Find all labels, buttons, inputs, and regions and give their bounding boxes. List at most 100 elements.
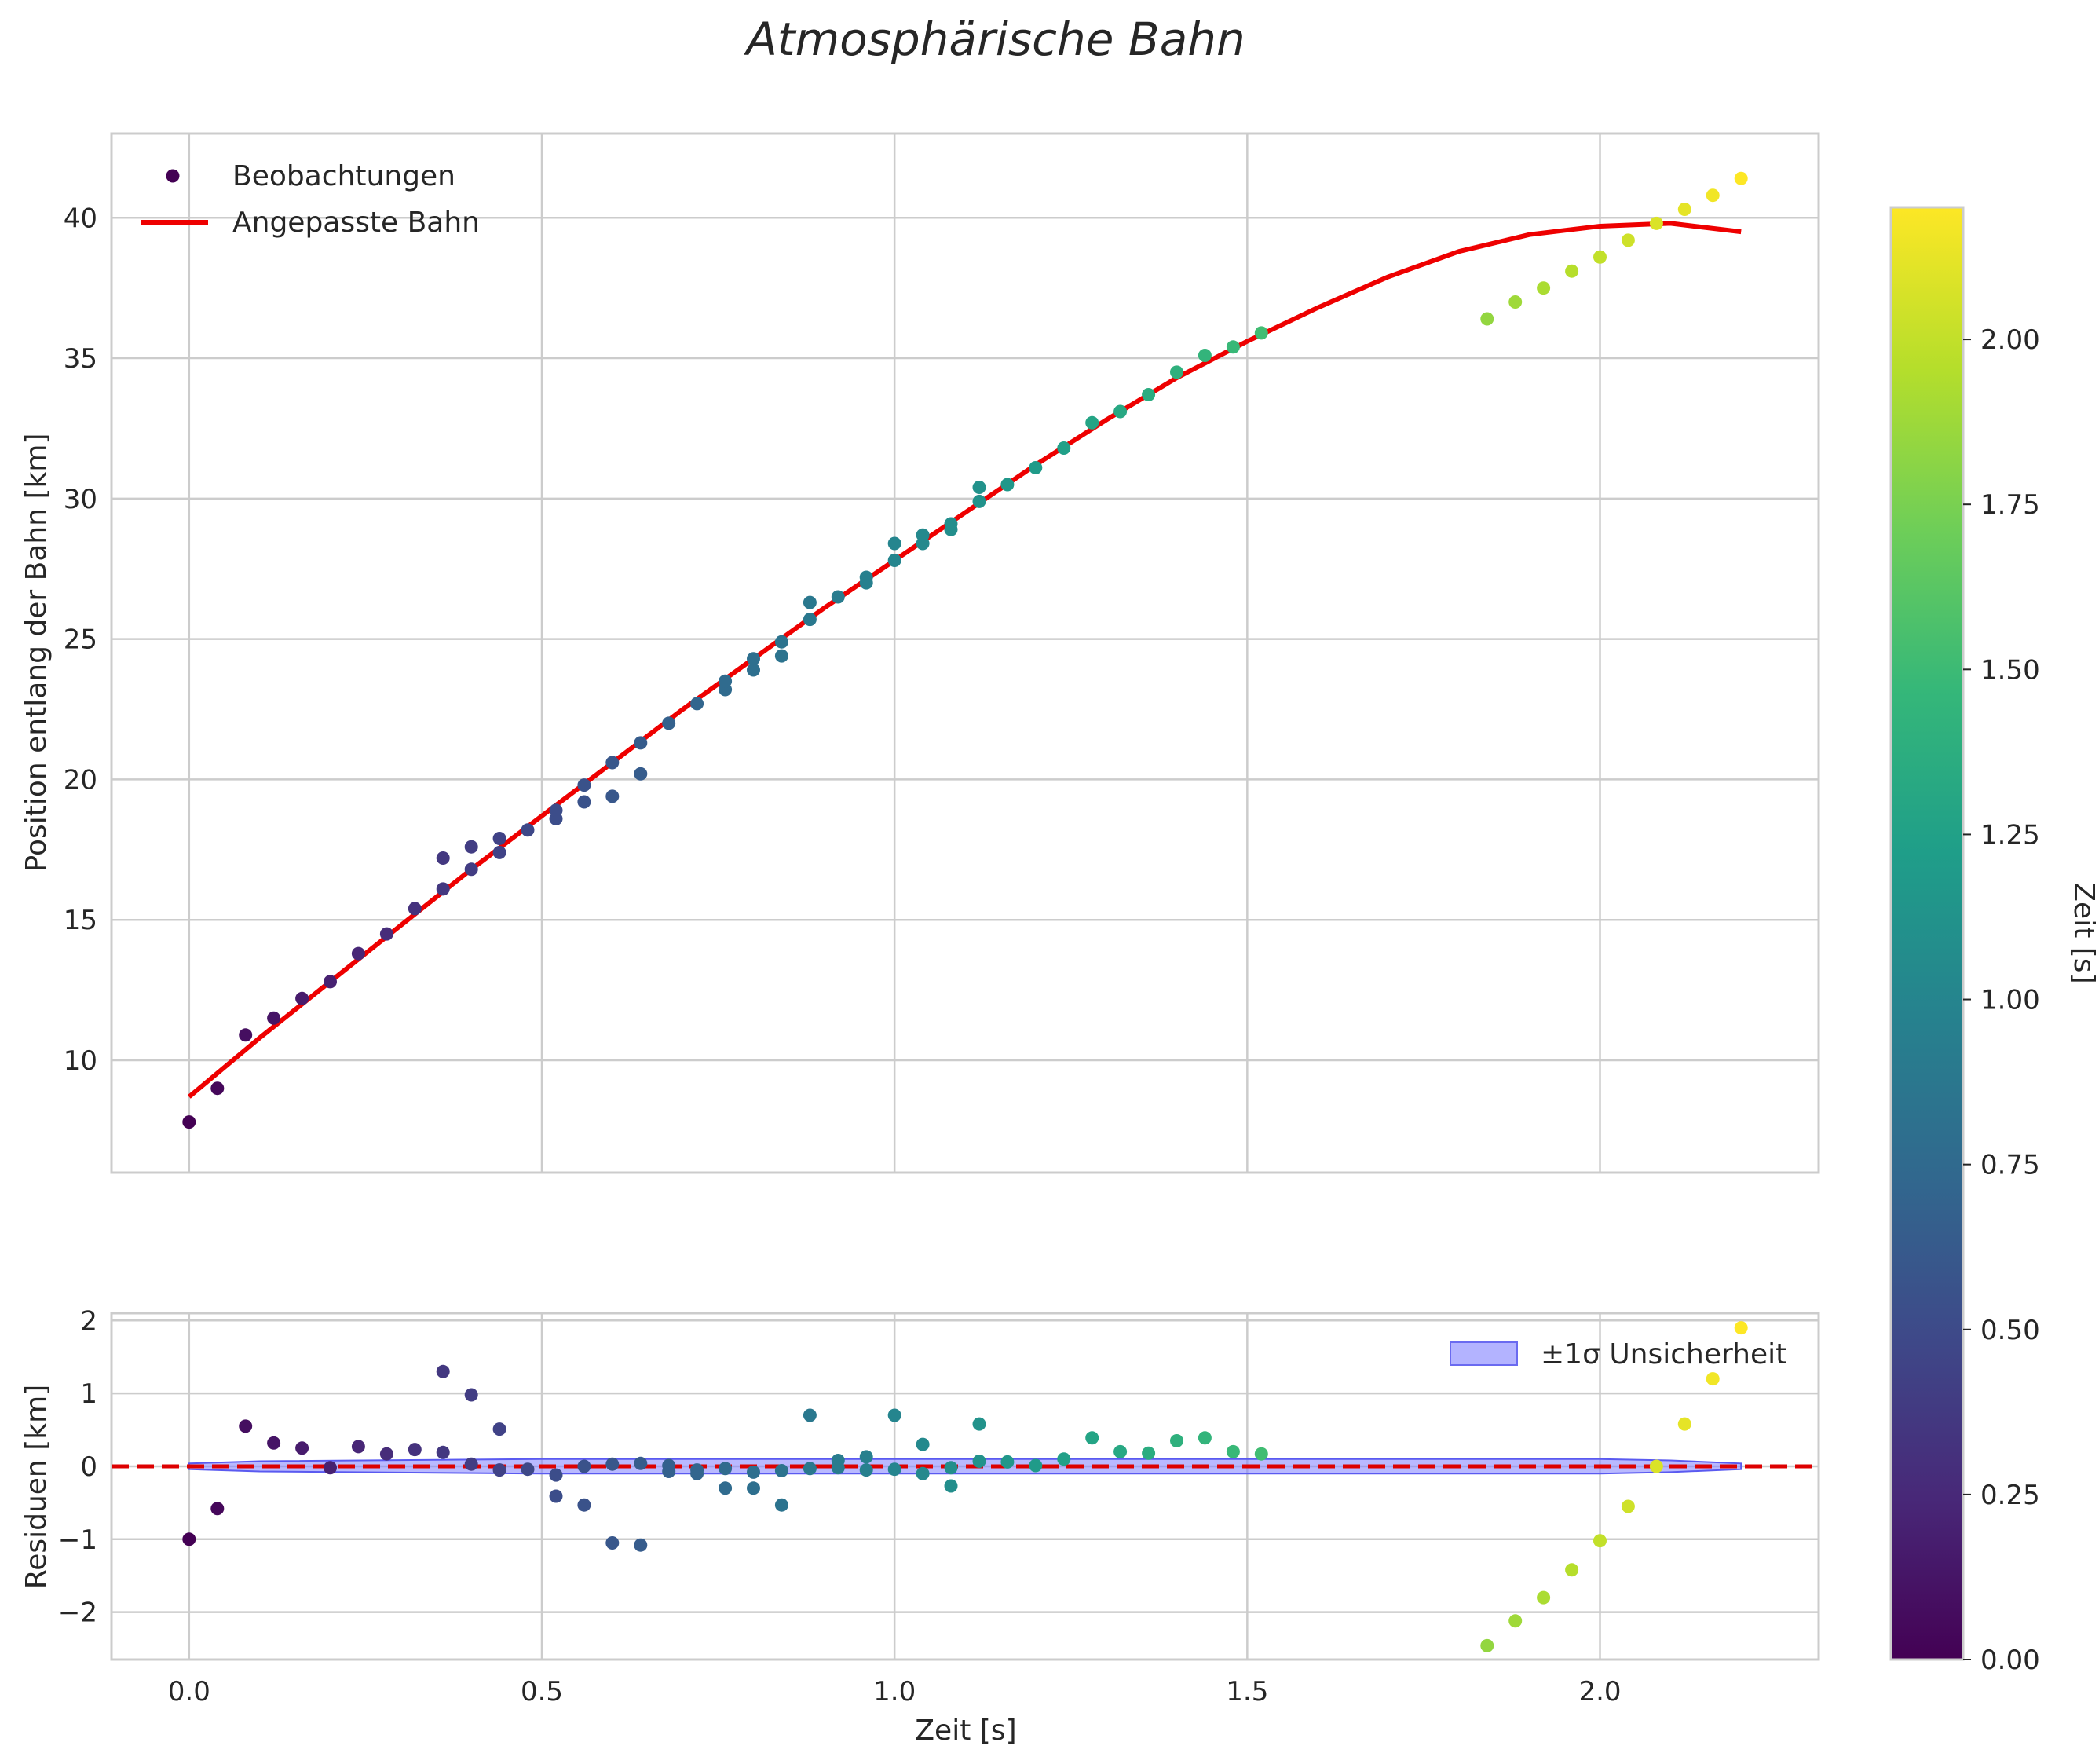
observation-point	[887, 536, 901, 551]
observation-point	[605, 756, 620, 770]
observation-point	[859, 570, 873, 584]
residual-point	[1649, 1459, 1663, 1473]
residual-point	[324, 1461, 337, 1475]
top-y-tick-label: 40	[64, 203, 97, 234]
observation-point	[887, 554, 901, 567]
residual-point	[916, 1437, 930, 1451]
residual-point	[1593, 1534, 1607, 1548]
residual-point	[774, 1498, 788, 1512]
observation-point	[1254, 326, 1268, 340]
colorbar-tick-label: 0.50	[1980, 1315, 2040, 1346]
observation-point	[747, 652, 760, 666]
residual-point	[1142, 1446, 1156, 1460]
residual-point	[605, 1536, 620, 1550]
observation-point	[719, 674, 733, 688]
observation-point	[436, 882, 450, 896]
residual-point	[408, 1443, 422, 1457]
bottom-legend: ±1σ Unsicherheit	[1450, 1338, 1786, 1371]
observation-point	[1621, 233, 1635, 247]
chart-title: Atmosphärische Bahn	[743, 13, 1245, 66]
residual-point	[1706, 1372, 1720, 1386]
colorbar-tick-label: 1.50	[1980, 654, 2040, 686]
x-axis-label: Zeit [s]	[915, 1715, 1016, 1747]
residual-point	[351, 1440, 365, 1454]
residual-point	[436, 1364, 450, 1378]
top-plot-frame	[110, 132, 1820, 1174]
observation-point	[1000, 478, 1015, 492]
observation-point	[1649, 216, 1663, 230]
observation-point	[1113, 404, 1128, 419]
residual-point	[210, 1502, 225, 1516]
residual-point	[577, 1498, 591, 1512]
residual-point	[887, 1462, 901, 1477]
residual-point	[492, 1422, 506, 1436]
observation-point	[803, 613, 817, 627]
observation-point	[747, 663, 760, 677]
observation-point	[351, 946, 365, 961]
fit-curve-line	[187, 221, 1742, 1099]
x-tick-label: 0.0	[168, 1676, 210, 1707]
residual-panel: −2 −1 0 1 2 0.0 0.5 1.0 1.5 2.0 Residuen [km] Ze…	[20, 1305, 1820, 1747]
top-y-tick-label: 30	[64, 484, 97, 515]
observation-point	[1085, 415, 1099, 430]
observation-point	[1537, 281, 1551, 295]
residual-point	[859, 1463, 873, 1477]
top-grid	[112, 134, 1819, 1173]
legend-label-band: ±1σ Unsicherheit	[1541, 1338, 1786, 1371]
residual-point	[549, 1489, 563, 1503]
x-tick-label: 2.0	[1578, 1676, 1621, 1707]
residual-point	[1170, 1434, 1183, 1447]
residual-point	[577, 1459, 591, 1473]
residual-point	[1057, 1452, 1071, 1466]
observation-point	[634, 736, 648, 750]
residual-point	[1113, 1444, 1128, 1458]
observation-point	[972, 494, 986, 508]
residual-point	[747, 1481, 760, 1495]
residual-point	[267, 1436, 281, 1450]
residual-point	[634, 1456, 648, 1470]
colorbar-tick-label: 0.75	[1980, 1150, 2040, 1181]
colorbar-tick-label: 1.00	[1980, 985, 2040, 1016]
observation-point	[464, 862, 478, 877]
observation-point	[577, 795, 591, 809]
residual-point	[1565, 1563, 1579, 1577]
residual-point	[1537, 1590, 1551, 1605]
observation-point	[1508, 295, 1523, 309]
observation-point	[324, 975, 337, 989]
residual-point	[690, 1463, 704, 1477]
residual-point	[492, 1463, 506, 1477]
observation-point	[267, 1011, 281, 1025]
observation-point	[1480, 312, 1494, 326]
residual-point	[662, 1458, 676, 1473]
top-y-tick-label: 25	[64, 624, 97, 656]
observation-points	[182, 171, 1748, 1129]
residual-point	[972, 1417, 986, 1431]
colorbar-tick-labels: 0.00 0.25 0.50 0.75 1.00 1.25 1.50 1.75 2.00	[1963, 324, 2040, 1676]
residual-point	[859, 1450, 873, 1464]
x-tick-label: 0.5	[521, 1676, 563, 1707]
observation-point	[916, 528, 930, 542]
residual-point	[944, 1461, 958, 1475]
residual-point	[1254, 1447, 1268, 1461]
observation-point	[1170, 365, 1183, 379]
residual-point	[1198, 1431, 1212, 1445]
legend-marker-observations	[166, 169, 180, 183]
residual-point	[239, 1419, 253, 1433]
top-y-tick-labels: 10 15 20 25 30 35 40	[64, 203, 97, 1077]
observation-point	[1706, 188, 1720, 203]
residual-point	[634, 1538, 648, 1552]
observation-point	[1734, 171, 1748, 185]
observation-point	[295, 991, 309, 1005]
observation-point	[774, 635, 788, 649]
residual-point	[803, 1462, 817, 1476]
observation-point	[803, 595, 817, 609]
top-panel: 10 15 20 25 30 35 40 Position entlang der Bahn…	[20, 132, 1820, 1174]
colorbar-tick-label: 0.00	[1980, 1645, 2040, 1676]
observation-point	[1029, 461, 1043, 474]
residual-points	[182, 1321, 1748, 1652]
observation-point	[464, 840, 478, 854]
bottom-y-axis-label: Residuen [km]	[20, 1385, 53, 1589]
observation-point	[662, 716, 676, 730]
colorbar-label: Zeit [s]	[2068, 882, 2099, 983]
top-legend: Beobachtungen Angepasste Bahn	[141, 160, 480, 239]
